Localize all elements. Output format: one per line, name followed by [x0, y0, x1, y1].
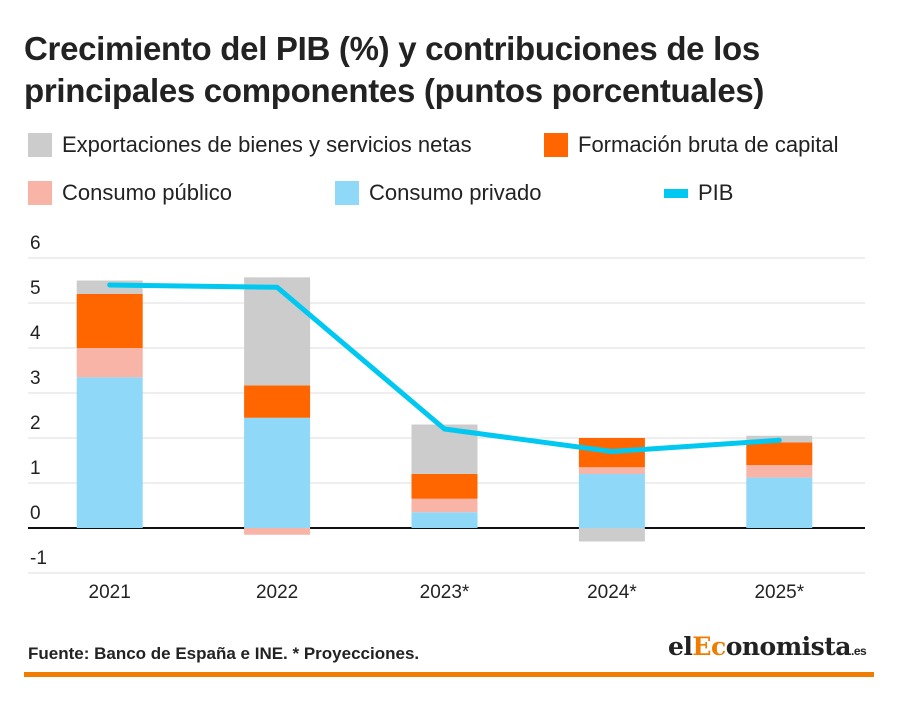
brand-tld: .es	[850, 644, 867, 658]
bar-segment-formación	[244, 385, 311, 418]
chart-legend: Exportaciones de bienes y servicios neta…	[28, 128, 888, 218]
bar-segment-consumo	[411, 512, 478, 528]
legend-item-consumo-privado: Consumo privado	[335, 180, 541, 206]
legend-label-formacion: Formación bruta de capital	[578, 132, 839, 157]
bar-segment-consumo	[578, 467, 645, 474]
x-tick-label: 2021	[89, 582, 131, 603]
brand-prefix: el	[668, 632, 693, 661]
chart-title: Crecimiento del PIB (%) y contribuciones…	[24, 30, 765, 109]
bar-segment-exportaciones	[578, 528, 645, 542]
pib-line	[107, 282, 782, 454]
bar-segment-consumo	[76, 377, 143, 528]
legend-item-pib: PIB	[664, 180, 733, 206]
legend-swatch-formacion	[544, 133, 568, 157]
legend-label-exportaciones: Exportaciones de bienes y servicios neta…	[62, 132, 472, 157]
y-tick-label: 2	[30, 413, 41, 434]
y-tick-label: 1	[30, 458, 41, 479]
legend-swatch-consumo-publico	[28, 181, 52, 205]
y-tick-label: 4	[30, 323, 41, 344]
bar-segment-consumo	[244, 528, 311, 535]
y-tick-label: -1	[30, 548, 47, 569]
legend-item-exportaciones: Exportaciones de bienes y servicios neta…	[28, 132, 472, 158]
brand-rest: onomista	[725, 632, 852, 661]
bar-segment-consumo	[746, 465, 813, 478]
footer-rule	[24, 672, 874, 677]
bar-segment-consumo	[244, 417, 311, 528]
x-tick-label: 2023*	[420, 582, 470, 603]
bar-segment-formación	[411, 474, 478, 499]
stacked-bar-chart: 6 5 4 3 2 1 0 -1 2021 2022 2023* 2024* 2025*	[28, 233, 865, 603]
legend-swatch-pib	[664, 188, 688, 198]
legend-label-consumo-privado: Consumo privado	[369, 180, 542, 205]
brand-logo: elEconomista.es	[668, 632, 867, 661]
y-tick-label: 6	[30, 233, 41, 254]
legend-label-pib: PIB	[698, 180, 734, 205]
bar-segment-consumo	[76, 348, 143, 378]
legend-swatch-exportaciones	[28, 133, 52, 157]
y-tick-label: 0	[30, 503, 41, 524]
legend-item-formacion: Formación bruta de capital	[544, 132, 838, 158]
legend-item-consumo-publico: Consumo público	[28, 180, 232, 206]
bar-segment-formación	[746, 442, 813, 465]
y-tick-label: 3	[30, 368, 41, 389]
legend-label-consumo-publico: Consumo público	[62, 180, 232, 205]
bar-segment-exportaciones	[244, 277, 311, 386]
bar-segment-consumo	[411, 498, 478, 513]
source-note: Fuente: Banco de España e INE. * Proyecc…	[28, 644, 420, 663]
legend-swatch-consumo-privado	[335, 181, 359, 205]
bar-segment-consumo	[578, 474, 645, 528]
x-tick-label: 2022	[256, 582, 298, 603]
bar-segment-consumo	[746, 477, 813, 528]
bar-segment-formación	[76, 294, 143, 348]
x-tick-label: 2024*	[587, 582, 637, 603]
y-tick-label: 5	[30, 278, 41, 299]
x-tick-label: 2025*	[754, 582, 804, 603]
brand-accent: Ec	[692, 632, 726, 661]
